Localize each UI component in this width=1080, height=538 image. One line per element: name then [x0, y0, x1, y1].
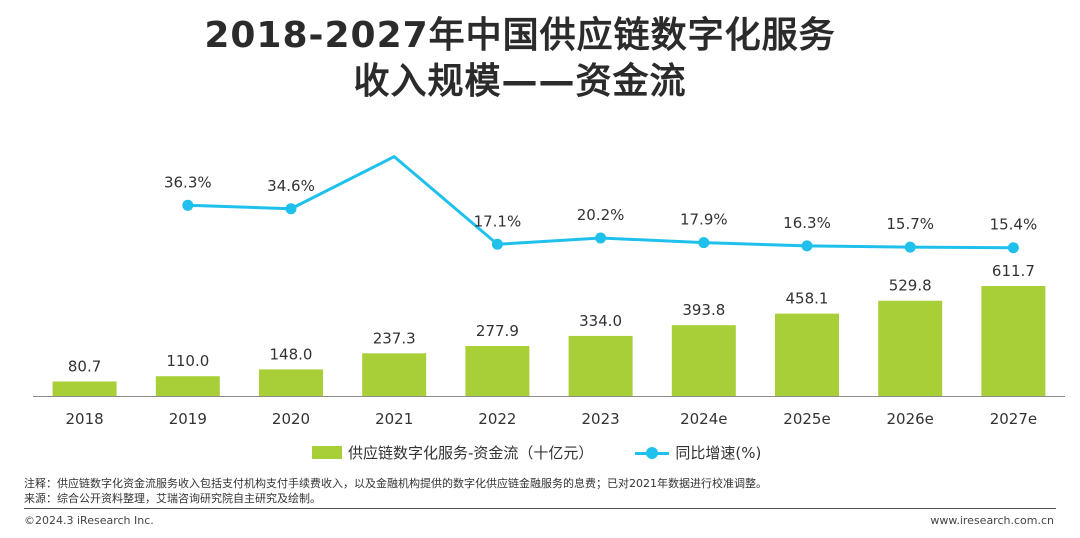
growth-point-2023	[595, 232, 607, 244]
legend-item-growth: 同比增速(%)	[635, 442, 761, 463]
x-tick-2022: 2022	[478, 410, 516, 428]
chart-title-line1: 2018-2027年中国供应链数字化服务	[204, 15, 836, 56]
bar-label-2027e: 611.7	[992, 262, 1035, 280]
bar-2026e	[878, 300, 943, 396]
x-tick-2021: 2021	[375, 410, 413, 428]
note-annotation: 注释：供应链数字化资金流服务收入包括支付机构支付手续费收入，以及金融机构提供的数…	[24, 477, 767, 490]
bar-label-2023: 334.0	[579, 312, 622, 330]
bar-label-2022: 277.9	[476, 322, 519, 340]
bar-label-2025e: 458.1	[786, 290, 829, 308]
bar-label-2024e: 393.8	[682, 301, 725, 319]
growth-label-2019: 36.3%	[164, 173, 212, 191]
legend-label-growth: 同比增速(%)	[675, 444, 762, 462]
x-tick-2020: 2020	[272, 410, 310, 428]
x-tick-2025e: 2025e	[783, 410, 830, 428]
chart-canvas: 80.7 2018 110.0 2019 148.0 2020 237.3 2021 277.9…	[33, 155, 1065, 428]
growth-label-2026e: 15.7%	[886, 215, 934, 233]
footer-copyright: ©2024.3 iResearch Inc.	[24, 514, 154, 527]
growth-label-2027e: 15.4%	[990, 216, 1038, 234]
footer-website: www.iresearch.com.cn	[930, 514, 1054, 527]
bar-2019	[155, 376, 220, 396]
growth-point-2025e	[801, 240, 813, 252]
bar-2021	[362, 353, 427, 396]
x-tick-2019: 2019	[169, 410, 207, 428]
note-source: 来源：综合公开资料整理，艾瑞咨询研究院自主研究及绘制。	[24, 492, 321, 505]
bar-2020	[259, 369, 323, 396]
bar-2027e	[981, 286, 1046, 396]
growth-point-2019	[182, 199, 194, 211]
footer-divider	[24, 508, 1056, 509]
growth-label-2022: 17.1%	[474, 212, 522, 230]
bar-2022	[465, 346, 530, 396]
legend-swatch-line	[635, 446, 670, 460]
growth-label-2025e: 16.3%	[783, 214, 831, 232]
x-tick-2026e: 2026e	[886, 410, 933, 428]
bar-2018	[52, 381, 117, 396]
x-tick-2024e: 2024e	[680, 410, 727, 428]
x-tick-2023: 2023	[582, 410, 620, 428]
legend-swatch-bar	[312, 446, 342, 459]
chart-legend: 供应链数字化服务-资金流（十亿元） 同比增速(%)	[312, 442, 803, 463]
bar-label-2026e: 529.8	[889, 277, 932, 295]
bar-2025e	[775, 313, 839, 396]
bar-label-2020: 148.0	[270, 345, 313, 363]
growth-label-2024e: 17.9%	[680, 211, 728, 229]
chart-title-line2: 收入规模——资金流	[353, 61, 687, 102]
x-tick-2027e: 2027e	[990, 410, 1037, 428]
x-tick-2018: 2018	[66, 410, 104, 428]
bar-label-2019: 110.0	[166, 352, 209, 370]
bar-label-2021: 237.3	[373, 329, 416, 347]
growth-point-2022	[491, 238, 503, 250]
bar-2024e	[671, 325, 736, 396]
growth-point-2020	[285, 203, 297, 215]
bar-2023	[568, 335, 633, 396]
growth-point-2026e	[904, 241, 916, 253]
notes: 注释：供应链数字化资金流服务收入包括支付机构支付手续费收入，以及金融机构提供的数…	[24, 476, 767, 506]
growth-label-2023: 20.2%	[577, 206, 625, 224]
legend-label-revenue: 供应链数字化服务-资金流（十亿元）	[348, 444, 594, 462]
growth-label-2020: 34.6%	[267, 177, 315, 195]
legend-item-revenue: 供应链数字化服务-资金流（十亿元）	[312, 442, 593, 463]
growth-point-2024e	[698, 237, 710, 249]
growth-point-2027e	[1007, 242, 1019, 254]
bar-label-2018: 80.7	[68, 357, 101, 375]
